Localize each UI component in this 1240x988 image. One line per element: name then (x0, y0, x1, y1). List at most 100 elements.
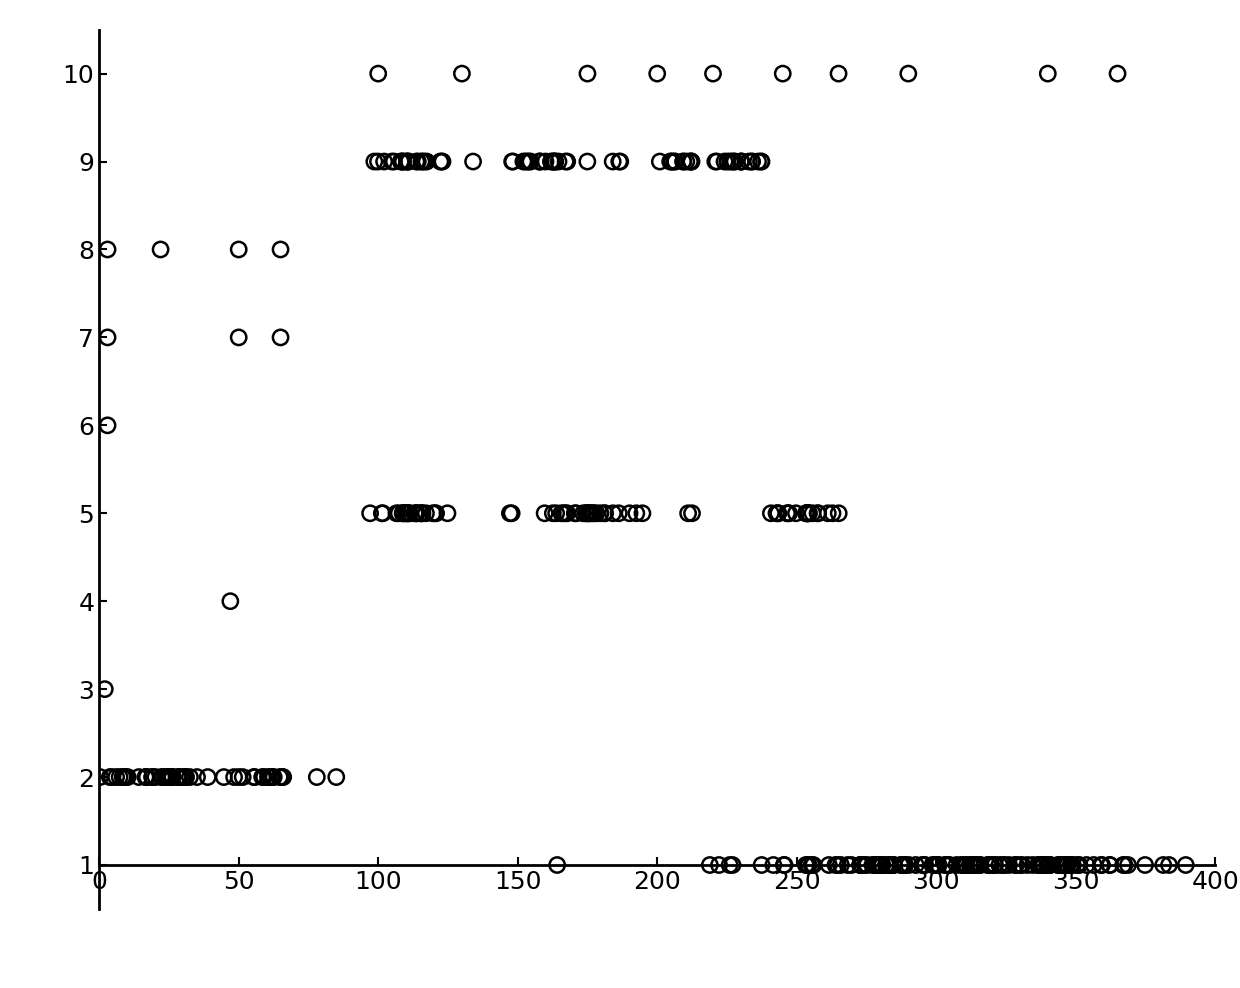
Point (1028, 858, 1048, 873)
Point (556, 154, 575, 170)
Point (198, 770, 218, 785)
Point (799, 858, 818, 873)
Point (233, 770, 253, 785)
Point (1049, 858, 1069, 873)
Point (977, 858, 997, 873)
Point (869, 858, 889, 873)
Point (169, 770, 188, 785)
Point (779, 506, 799, 522)
Point (399, 154, 419, 170)
Point (707, 154, 727, 170)
Point (946, 858, 966, 873)
Point (799, 506, 818, 522)
Point (1029, 858, 1049, 873)
Point (725, 154, 745, 170)
Point (521, 154, 541, 170)
Point (775, 858, 795, 873)
Point (898, 66, 918, 82)
Point (1159, 858, 1179, 873)
Point (994, 858, 1014, 873)
Point (262, 770, 281, 785)
Point (554, 506, 574, 522)
Point (1033, 858, 1053, 873)
Point (579, 506, 599, 522)
Point (413, 154, 433, 170)
Point (1039, 858, 1059, 873)
Point (397, 506, 417, 522)
Point (583, 506, 603, 522)
Point (187, 770, 207, 785)
Point (981, 858, 1001, 873)
Point (517, 154, 537, 170)
Point (626, 506, 646, 522)
Point (143, 770, 162, 785)
Point (543, 154, 563, 170)
Point (899, 858, 919, 873)
Point (262, 770, 281, 785)
Point (1006, 858, 1025, 873)
Point (594, 506, 614, 522)
Point (129, 770, 149, 785)
Point (678, 506, 698, 522)
Point (1176, 858, 1195, 873)
Point (730, 154, 750, 170)
Point (893, 858, 913, 873)
Point (603, 506, 622, 522)
Point (799, 506, 818, 522)
Point (384, 154, 404, 170)
Point (796, 858, 816, 873)
Point (952, 858, 972, 873)
Point (764, 858, 784, 873)
Point (761, 506, 781, 522)
Point (808, 506, 828, 522)
Point (155, 770, 175, 785)
Point (893, 858, 913, 873)
Point (567, 506, 587, 522)
Point (1063, 858, 1083, 873)
Point (393, 506, 413, 522)
Point (153, 770, 172, 785)
Point (546, 154, 565, 170)
Point (720, 154, 740, 170)
Point (1100, 858, 1120, 873)
Point (548, 154, 568, 170)
Point (714, 154, 734, 170)
Point (1056, 858, 1076, 873)
Point (578, 66, 598, 82)
Point (432, 154, 451, 170)
Point (398, 506, 418, 522)
Point (546, 154, 565, 170)
Point (662, 154, 682, 170)
Point (425, 506, 445, 522)
Point (516, 154, 536, 170)
Point (879, 858, 899, 873)
Point (1023, 858, 1043, 873)
Point (264, 770, 284, 785)
Point (397, 154, 417, 170)
Point (580, 506, 600, 522)
Point (719, 858, 739, 873)
Point (595, 506, 615, 522)
Point (270, 242, 290, 258)
Point (935, 858, 955, 873)
Point (1038, 858, 1058, 873)
Point (751, 154, 771, 170)
Point (113, 770, 133, 785)
Point (414, 154, 434, 170)
Point (732, 154, 751, 170)
Point (925, 858, 945, 873)
Point (451, 66, 471, 82)
Point (557, 506, 577, 522)
Point (98, 330, 118, 346)
Point (556, 506, 575, 522)
Point (135, 770, 155, 785)
Point (1153, 858, 1173, 873)
Point (960, 858, 980, 873)
Point (270, 770, 290, 785)
Point (962, 858, 982, 873)
Point (797, 506, 817, 522)
Point (905, 858, 925, 873)
Point (866, 858, 885, 873)
Point (968, 858, 988, 873)
Point (273, 770, 293, 785)
